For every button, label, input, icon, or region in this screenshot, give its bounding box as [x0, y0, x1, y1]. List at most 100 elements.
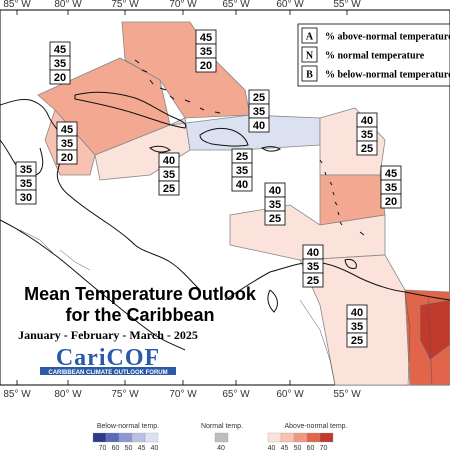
prob-value: 35 [351, 321, 363, 333]
lon-label-top: 80° W [54, 0, 82, 10]
probability-boxes: 45 35 20 45 35 20 45 35 20 35 35 30 40 35 25 25 35 40 25 35… [15, 29, 402, 348]
prob-value: 35 [361, 129, 373, 141]
colorbar-above-tick: 40 [268, 445, 276, 450]
prob-value: 35 [307, 261, 319, 273]
colorbar-below-tick: 50 [125, 445, 133, 450]
colorbar-above-tick: 45 [281, 445, 289, 450]
lon-label-top: 65° W [222, 0, 250, 10]
colorbar-above-swatch [280, 432, 295, 443]
prob-value: 40 [351, 307, 363, 319]
prob-value: 45 [200, 32, 212, 44]
border-central-america-2 [59, 249, 91, 271]
border-south-america [299, 299, 336, 386]
lon-label-top: 55° W [333, 0, 361, 10]
colorbar-below-swatch [144, 432, 159, 443]
coast-lake [267, 289, 278, 313]
longitude-labels-top: 85° W 80° W 75° W 70° W 65° W 60° W 55° W [3, 0, 361, 10]
prob-value: 35 [20, 164, 32, 176]
coast-trinidad [344, 259, 357, 269]
prob-value: 40 [236, 179, 248, 191]
legend-text: % normal temperature [325, 51, 425, 62]
prob-value: 40 [269, 185, 281, 197]
zone-guianas-inner [419, 299, 450, 361]
colorbar-below-tick: 45 [138, 445, 146, 450]
logo-band [40, 367, 176, 375]
prob-cell [15, 189, 37, 205]
prob-value: 35 [61, 138, 73, 150]
prob-cell [49, 69, 71, 85]
legend-key: A [306, 32, 314, 43]
border-suriname [427, 297, 433, 386]
prob-value: 20 [54, 72, 66, 84]
prob-cell [195, 57, 217, 73]
lon-label-bottom: 85° W [3, 389, 31, 400]
colorbar-above-tick: 50 [294, 445, 302, 450]
prob-value: 35 [253, 106, 265, 118]
colorbar-below-tick: 60 [112, 445, 120, 450]
legend-text: % above-normal temperature [325, 32, 450, 43]
prob-cell [248, 117, 270, 133]
prob-value: 40 [253, 120, 265, 132]
legend-text: % below-normal temperature [325, 70, 450, 81]
prob-cell [56, 149, 78, 165]
legend-key: B [306, 70, 313, 81]
prob-value: 40 [361, 115, 373, 127]
prob-cell [231, 176, 253, 192]
prob-value: 35 [385, 182, 397, 194]
colorbar: Below-normal temp. Normal temp. Above-no… [92, 423, 348, 450]
colorbar-above-swatch [306, 432, 321, 443]
prob-value: 35 [236, 165, 248, 177]
colorbar-below-tick: 40 [151, 445, 159, 450]
prob-box-guianas: 40 35 25 [346, 304, 368, 348]
longitude-labels-bottom: 85° W 80° W 75° W 70° W 65° W 60° W 55° W [3, 389, 361, 400]
prob-cell [264, 210, 286, 226]
colorbar-above-tick: 60 [307, 445, 315, 450]
coast-central-america [0, 219, 186, 351]
caricof-logo: CariCOF CARIBBEAN CLIMATE OUTLOOK FORUM [40, 345, 176, 376]
lon-label-bottom: 55° W [333, 389, 361, 400]
colorbar-above-swatch [319, 432, 334, 443]
prob-value: 30 [20, 192, 32, 204]
lon-label-top: 70° W [169, 0, 197, 10]
coast-cuba [74, 91, 187, 129]
lon-label-bottom: 60° W [276, 389, 304, 400]
lon-label-bottom: 65° W [222, 389, 250, 400]
legend: A % above-normal temperature N % normal tem… [301, 27, 450, 82]
prob-value: 35 [163, 169, 175, 181]
prob-box-southern-caribbean: 40 35 25 [302, 244, 324, 288]
prob-value: 25 [361, 143, 373, 155]
prob-cell [356, 140, 378, 156]
coastlines [0, 59, 450, 351]
prob-box-hispaniola-south: 25 35 40 [231, 148, 253, 192]
colorbar-normal-label: Normal temp. [201, 423, 243, 430]
colorbar-below-swatch [118, 432, 133, 443]
lon-label-bottom: 80° W [54, 389, 82, 400]
prob-value: 40 [307, 247, 319, 259]
colorbar-above-label: Above-normal temp. [284, 423, 347, 430]
logo-name: CariCOF [56, 345, 160, 371]
prob-cell [158, 180, 180, 196]
prob-cell [346, 332, 368, 348]
prob-box-central-america-west: 35 35 30 [15, 161, 37, 205]
legend-panel [297, 23, 450, 87]
prob-value: 35 [54, 58, 66, 70]
coast-jamaica [149, 145, 171, 153]
title-line-2: for the Caribbean [65, 305, 214, 325]
prob-value: 25 [236, 151, 248, 163]
logo-tagline: CARIBBEAN CLIMATE OUTLOOK FORUM [48, 370, 167, 376]
prob-cell [302, 272, 324, 288]
prob-box-bahamas: 45 35 20 [195, 29, 217, 73]
prob-cell [380, 193, 402, 209]
lon-label-bottom: 75° W [111, 389, 139, 400]
border-guianas [404, 291, 411, 386]
prob-value: 35 [269, 199, 281, 211]
prob-box-central-america-north: 45 35 20 [56, 121, 78, 165]
colorbar-below-swatch [92, 432, 107, 443]
legend-key-box [301, 65, 318, 82]
title-line-1: Mean Temperature Outlook [24, 284, 257, 304]
legend-key-box [301, 27, 318, 44]
colorbar-normal-tick: 40 [217, 445, 225, 450]
prob-value: 20 [385, 196, 397, 208]
